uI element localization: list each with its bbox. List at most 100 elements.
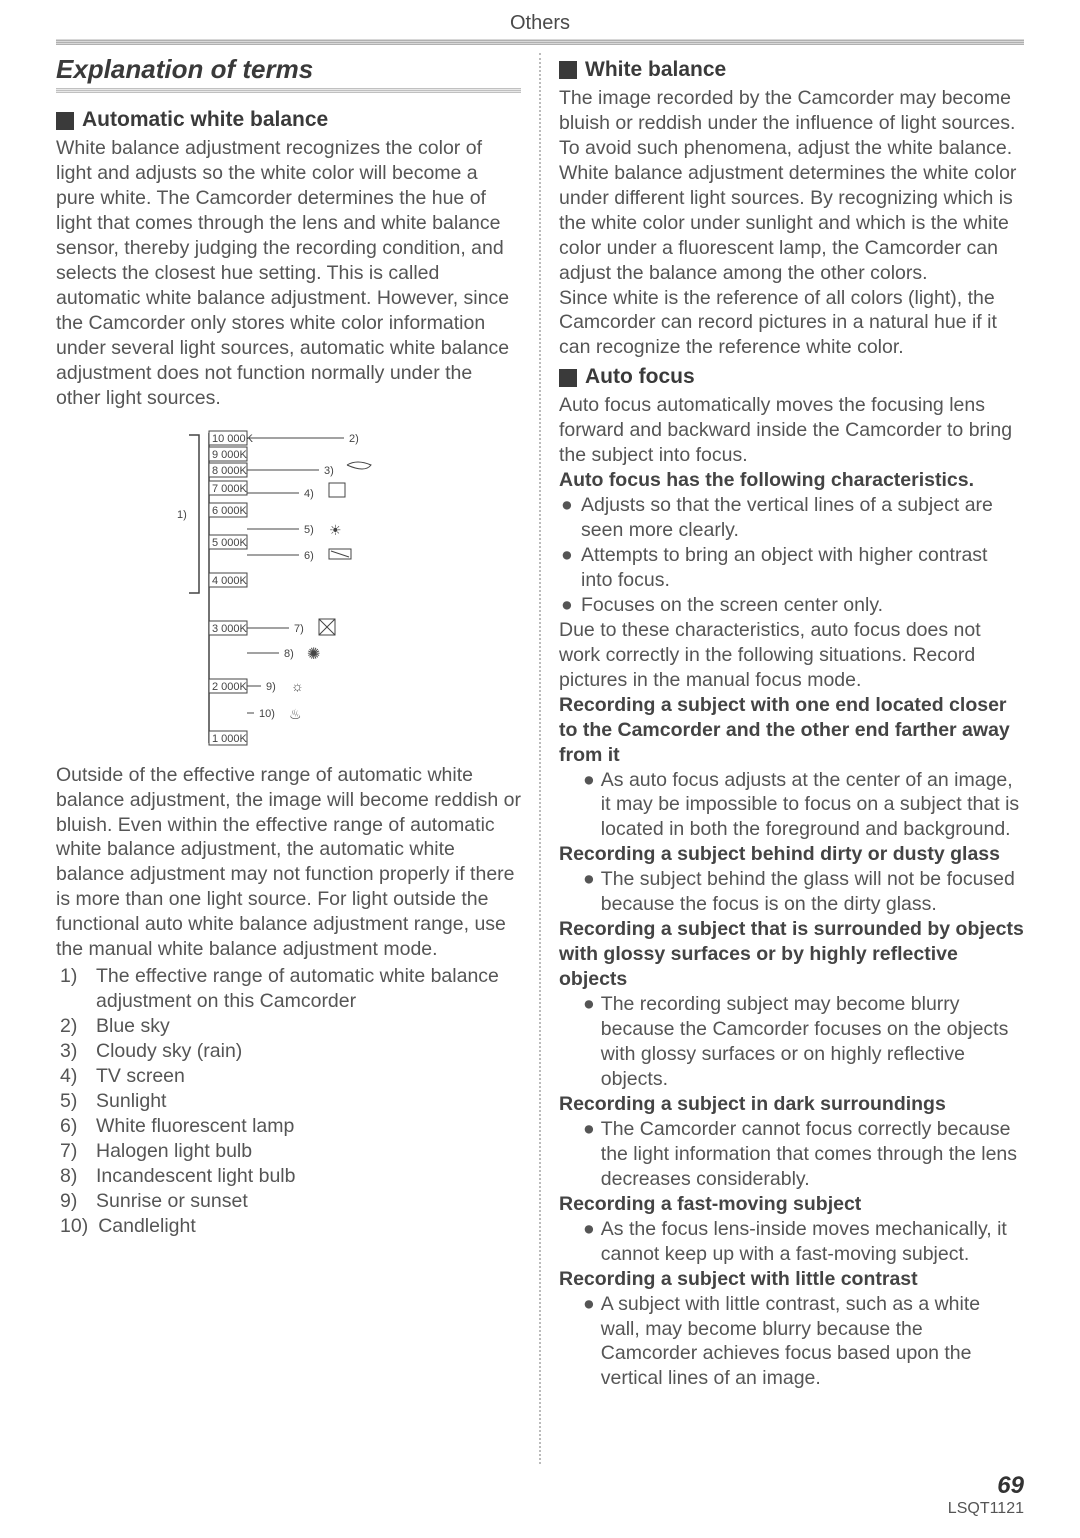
bullet-text: Focuses on the screen center only.: [581, 593, 883, 618]
situation-heading: Recording a fast-moving subject: [559, 1192, 1024, 1217]
svg-text:1 000K: 1 000K: [212, 733, 248, 745]
bullet-dot-icon: ●: [583, 1217, 595, 1267]
legend-num: 8): [60, 1164, 86, 1189]
svg-text:4): 4): [304, 488, 314, 500]
legend-num: 9): [60, 1189, 86, 1214]
svg-text:7 000K: 7 000K: [212, 483, 248, 495]
svg-text:☀: ☀: [329, 522, 342, 538]
columns: Explanation of terms Automatic white bal…: [56, 53, 1024, 1464]
para-wb-3: Since white is the reference of all colo…: [559, 286, 1024, 361]
situation-bullet: ●As the focus lens-inside moves mechanic…: [559, 1217, 1024, 1267]
para-af-1: Auto focus automatically moves the focus…: [559, 393, 1024, 468]
svg-text:3): 3): [324, 465, 334, 477]
legend-text: White fluorescent lamp: [96, 1114, 294, 1139]
svg-text:10): 10): [259, 708, 275, 720]
para-auto-wb-1: White balance adjustment recognizes the …: [56, 136, 521, 410]
legend-item: 7)Halogen light bulb: [60, 1139, 521, 1164]
legend-item: 10)Candlelight: [60, 1214, 521, 1239]
bullet-dot-icon: ●: [561, 543, 575, 593]
situation-text: As the focus lens-inside moves mechanica…: [601, 1217, 1024, 1267]
section-heading: Auto focus: [585, 364, 695, 391]
bullet-dot-icon: ●: [583, 992, 595, 1092]
legend-item: 6) White fluorescent lamp: [60, 1114, 521, 1139]
right-column: White balance The image recorded by the …: [559, 53, 1024, 1464]
legend-item: 3)Cloudy sky (rain): [60, 1039, 521, 1064]
legend-text: Halogen light bulb: [96, 1139, 252, 1164]
situation-bullet: ●A subject with little contrast, such as…: [559, 1292, 1024, 1392]
situation-heading: Recording a subject that is surrounded b…: [559, 917, 1024, 992]
svg-text:6): 6): [304, 550, 314, 562]
svg-text:2): 2): [349, 433, 359, 445]
square-bullet-icon: [559, 369, 577, 387]
page-title: Explanation of terms: [56, 53, 521, 86]
bullet-dot-icon: ●: [561, 593, 575, 618]
situation-text: The subject behind the glass will not be…: [601, 867, 1024, 917]
legend-text: Candlelight: [98, 1214, 196, 1239]
legend-text: TV screen: [96, 1064, 185, 1089]
para-wb-1: The image recorded by the Camcorder may …: [559, 86, 1024, 161]
section-white-balance: White balance: [559, 57, 1024, 84]
bullet-item: ●Adjusts so that the vertical lines of a…: [561, 493, 1024, 543]
situation-heading: Recording a subject with one end located…: [559, 693, 1024, 768]
svg-text:1): 1): [177, 509, 187, 521]
situation-heading: Recording a subject behind dirty or dust…: [559, 842, 1024, 867]
svg-text:4 000K: 4 000K: [212, 575, 248, 587]
title-rule: [56, 88, 521, 93]
legend-num: 1): [60, 964, 86, 1014]
legend-item: 1)The effective range of automatic white…: [60, 964, 521, 1014]
situation-bullet-item: ●As auto focus adjusts at the center of …: [583, 768, 1024, 843]
bullet-item: ●Attempts to bring an object with higher…: [561, 543, 1024, 593]
section-heading: White balance: [585, 57, 726, 84]
situation-text: A subject with little contrast, such as …: [601, 1292, 1024, 1392]
header-rule: [56, 39, 1024, 45]
legend-num: 5): [60, 1089, 86, 1114]
bullet-dot-icon: ●: [583, 867, 595, 917]
legend-num: 4): [60, 1064, 86, 1089]
legend-item: 4) TV screen: [60, 1064, 521, 1089]
situation-text: As auto focus adjusts at the center of a…: [601, 768, 1024, 843]
svg-text:5 000K: 5 000K: [212, 537, 248, 549]
svg-text:8): 8): [284, 648, 294, 660]
bullet-text: Adjusts so that the vertical lines of a …: [581, 493, 1024, 543]
situation-heading: Recording a subject with little contrast: [559, 1267, 1024, 1292]
left-column: Explanation of terms Automatic white bal…: [56, 53, 521, 1464]
situation-text: The recording subject may become blurry …: [601, 992, 1024, 1092]
kelvin-diagram: 1) 10 000K 9 000K 8 000K 7 000K 6 000K 5…: [139, 423, 439, 753]
section-auto-wb: Automatic white balance: [56, 107, 521, 134]
situation-bullet: ●As auto focus adjusts at the center of …: [559, 768, 1024, 843]
situation-heading: Recording a subject in dark surroundings: [559, 1092, 1024, 1117]
situation-bullet-item: ●A subject with little contrast, such as…: [583, 1292, 1024, 1392]
situation-bullet: ●The subject behind the glass will not b…: [559, 867, 1024, 917]
svg-text:✺: ✺: [307, 646, 320, 663]
page-header: Others: [56, 12, 1024, 39]
svg-text:3 000K: 3 000K: [212, 623, 248, 635]
svg-text:☼: ☼: [291, 678, 304, 694]
svg-text:5): 5): [304, 524, 314, 536]
svg-text:10 000K: 10 000K: [212, 433, 254, 445]
bullet-dot-icon: ●: [583, 768, 595, 843]
af-situations: Recording a subject with one end located…: [559, 693, 1024, 1392]
legend-num: 6): [60, 1114, 86, 1139]
para-af-2: Due to these characteristics, auto focus…: [559, 618, 1024, 693]
section-heading: Automatic white balance: [82, 107, 328, 134]
page-code: LSQT1121: [56, 1500, 1024, 1518]
situation-bullet: ●The Camcorder cannot focus correctly be…: [559, 1117, 1024, 1192]
legend-text: Cloudy sky (rain): [96, 1039, 242, 1064]
svg-text:♨: ♨: [289, 706, 302, 722]
legend-text: Sunrise or sunset: [96, 1189, 248, 1214]
square-bullet-icon: [56, 112, 74, 130]
svg-text:9): 9): [266, 681, 276, 693]
square-bullet-icon: [559, 61, 577, 79]
situation-bullet: ●The recording subject may become blurry…: [559, 992, 1024, 1092]
legend-text: Incandescent light bulb: [96, 1164, 295, 1189]
kelvin-legend-list: 1)The effective range of automatic white…: [56, 964, 521, 1238]
svg-text:9 000K: 9 000K: [212, 449, 248, 461]
legend-text: Blue sky: [96, 1014, 170, 1039]
bullet-dot-icon: ●: [561, 493, 575, 543]
situation-bullet-item: ●The Camcorder cannot focus correctly be…: [583, 1117, 1024, 1192]
para-wb-2: White balance adjustment determines the …: [559, 161, 1024, 286]
situation-bullet-item: ●As the focus lens-inside moves mechanic…: [583, 1217, 1024, 1267]
legend-item: 8) Incandescent light bulb: [60, 1164, 521, 1189]
bullet-dot-icon: ●: [583, 1292, 595, 1392]
legend-text: Sunlight: [96, 1089, 166, 1114]
